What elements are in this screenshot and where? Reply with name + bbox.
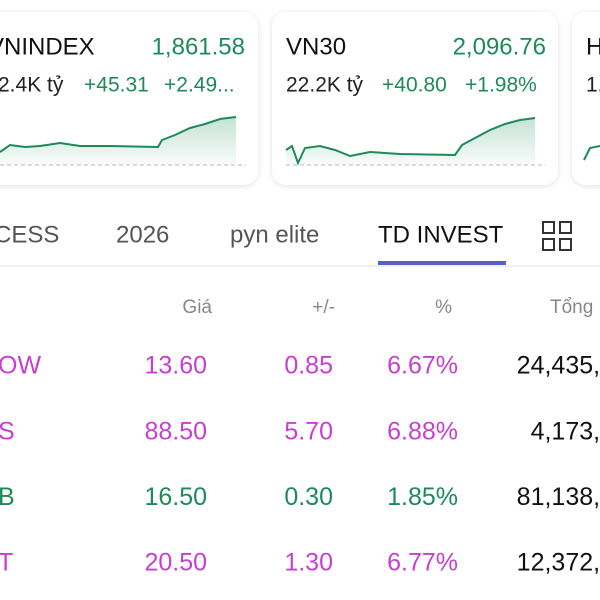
card[interactable]	[572, 12, 600, 185]
grid-icon[interactable]	[542, 221, 572, 251]
cell-change: 0.85	[284, 352, 333, 380]
column-header: Tổng	[550, 297, 593, 318]
cell-total: 81,138,2	[517, 483, 600, 511]
tab[interactable]: TD INVEST	[378, 221, 504, 248]
cell-symbol[interactable]: B	[0, 483, 15, 511]
tab[interactable]: CESS	[0, 221, 59, 248]
tab[interactable]: 2026	[116, 221, 169, 248]
index-name: VN30	[286, 33, 346, 60]
cell-symbol[interactable]: OW	[0, 352, 41, 380]
index-volume: 22.2K tỷ	[286, 74, 364, 97]
sparkline-area	[286, 118, 535, 165]
index-percent: +1.98%	[465, 74, 537, 97]
index-name: H	[586, 33, 600, 60]
cell-price: 13.60	[144, 352, 207, 380]
cell-percent: 6.88%	[387, 417, 458, 445]
cell-percent: 1.85%	[387, 483, 458, 511]
cell-change: 1.30	[284, 549, 333, 577]
index-change: +45.31	[84, 74, 149, 97]
column-header: %	[435, 297, 452, 318]
column-header: +/-	[312, 297, 335, 318]
cell-change: 0.30	[284, 483, 333, 511]
index-volume: 2.4K tỷ	[0, 74, 64, 97]
cell-price: 88.50	[144, 417, 207, 445]
tab[interactable]: pyn elite	[230, 221, 319, 248]
sparkline	[0, 116, 237, 153]
cell-symbol[interactable]: T	[0, 549, 13, 577]
cell-total: 12,372,0	[517, 549, 600, 577]
index-change: +40.80	[382, 74, 447, 97]
table-body: OW 13.60 0.85 6.67% 24,435,0 S 88.50 5.70 6.88% 4…	[0, 352, 600, 577]
cell-percent: 6.77%	[387, 549, 458, 577]
cell-percent: 6.67%	[387, 352, 458, 380]
index-name: VNINDEX	[0, 33, 95, 60]
sparkline	[285, 117, 536, 166]
column-header: Giá	[182, 297, 212, 318]
cell-total: 24,435,0	[517, 352, 600, 380]
sparkline	[583, 145, 600, 161]
cell-symbol[interactable]: S	[0, 417, 15, 445]
cell-total: 4,173,2	[531, 417, 600, 445]
index-value: 2,096.76	[453, 33, 546, 60]
index-value: 1,861.58	[152, 33, 245, 60]
cell-price: 16.50	[144, 483, 207, 511]
index-percent: +2.49...	[164, 74, 235, 97]
sparkline-area	[0, 117, 236, 165]
tab-indicator	[378, 261, 506, 265]
index-volume: 1.	[586, 74, 600, 97]
cell-price: 20.50	[144, 549, 207, 577]
cell-change: 5.70	[284, 417, 333, 445]
